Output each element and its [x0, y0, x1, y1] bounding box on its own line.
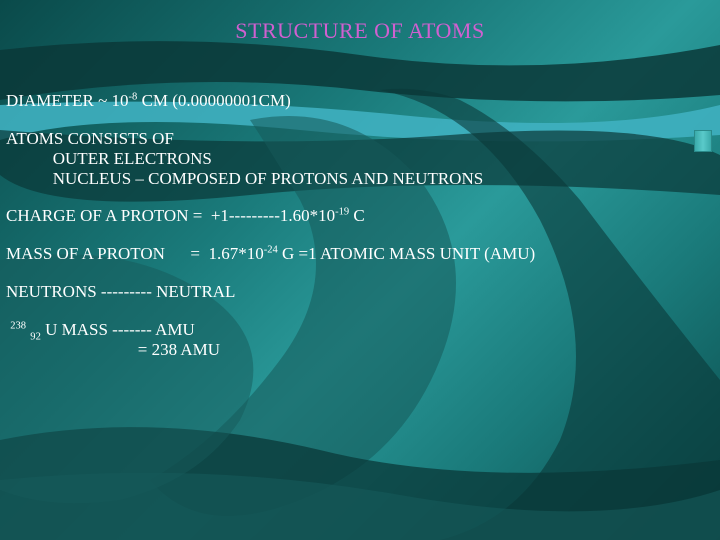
uranium-mass-number: 238: [10, 320, 26, 331]
diameter-suffix: CM (0.00000001CM): [137, 91, 290, 110]
mass-exponent: -24: [264, 245, 278, 256]
atoms-heading: ATOMS CONSISTS OF: [6, 130, 720, 148]
slide-body: DIAMETER ~ 10-8 CM (0.00000001CM) ATOMS …: [0, 44, 720, 359]
atoms-nucleus: NUCLEUS – COMPOSED OF PROTONS AND NEUTRO…: [6, 170, 720, 188]
charge-line: CHARGE OF A PROTON = +1---------1.60*10-…: [6, 207, 720, 225]
neutrons-line: NEUTRONS --------- NEUTRAL: [6, 283, 720, 301]
diameter-line: DIAMETER ~ 10-8 CM (0.00000001CM): [6, 92, 720, 110]
mass-prefix: MASS OF A PROTON = 1.67*10: [6, 244, 264, 263]
mass-suffix: G =1 ATOMIC MASS UNIT (AMU): [278, 244, 535, 263]
slide-accent-marker: [694, 130, 712, 152]
uranium-text: U MASS ------- AMU: [41, 320, 195, 339]
uranium-equals: = 238 AMU: [6, 341, 720, 359]
atoms-block: ATOMS CONSISTS OF OUTER ELECTRONS NUCLEU…: [6, 130, 720, 188]
charge-prefix: CHARGE OF A PROTON = +1---------1.60*10: [6, 206, 335, 225]
atoms-electrons: OUTER ELECTRONS: [6, 150, 720, 168]
slide-title: STRUCTURE OF ATOMS: [0, 0, 720, 44]
charge-suffix: C: [349, 206, 365, 225]
diameter-prefix: DIAMETER ~ 10: [6, 91, 129, 110]
charge-exponent: -19: [335, 207, 349, 218]
slide-content: STRUCTURE OF ATOMS DIAMETER ~ 10-8 CM (0…: [0, 0, 720, 359]
diameter-exponent: -8: [129, 91, 138, 102]
uranium-block: 238 92 U MASS ------- AMU = 238 AMU: [6, 321, 720, 359]
mass-line: MASS OF A PROTON = 1.67*10-24 G =1 ATOMI…: [6, 245, 720, 263]
